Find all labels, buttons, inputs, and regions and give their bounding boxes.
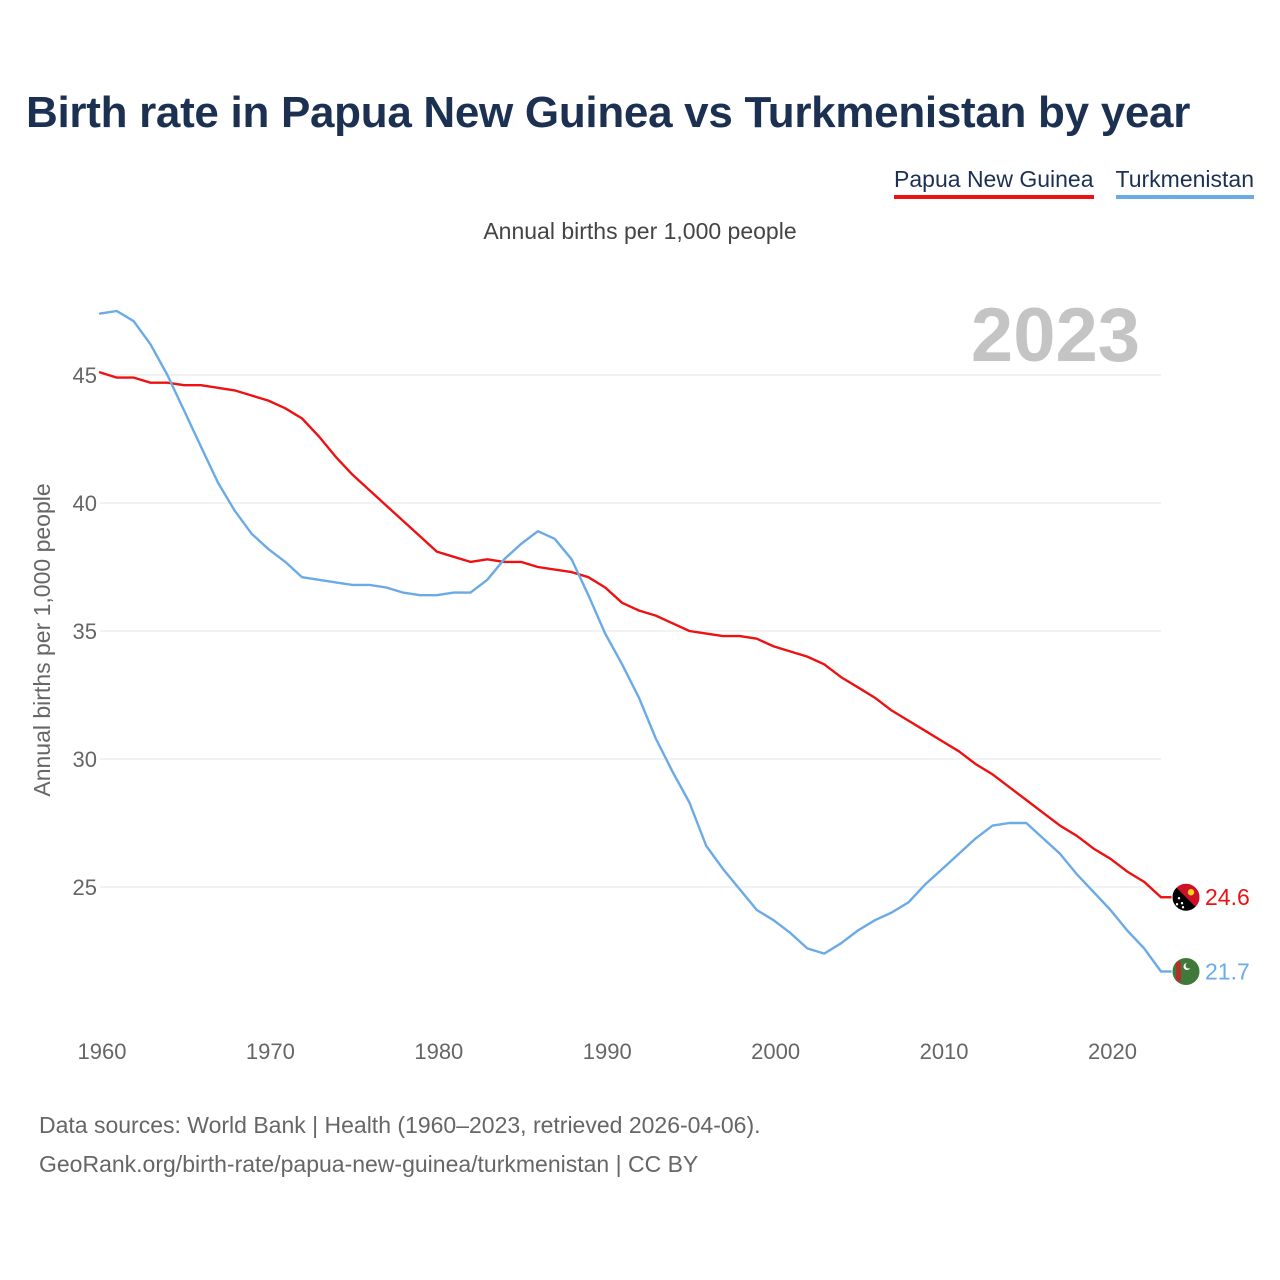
gridlines [100, 374, 1161, 888]
x-tick-label-2000: 2000 [751, 1039, 800, 1064]
x-tick-label-1990: 1990 [583, 1039, 632, 1064]
series-end-markers: 24.6 21.7 [1161, 882, 1250, 986]
end-value-label-turkmenistan: 21.7 [1205, 958, 1250, 984]
source-line-1: Data sources: World Bank | Health (1960–… [39, 1112, 761, 1138]
chart-subtitle: Annual births per 1,000 people [483, 218, 797, 244]
x-axis: 1960 1970 1980 1990 2000 2010 2020 [78, 1039, 1137, 1064]
turkmenistan-flag-icon [1171, 956, 1201, 986]
y-axis-label: Annual births per 1,000 people [29, 483, 55, 796]
y-tick-label-45: 45 [73, 363, 97, 388]
y-tick-label-30: 30 [73, 747, 97, 772]
x-tick-label-1980: 1980 [414, 1039, 463, 1064]
x-tick-label-2020: 2020 [1088, 1039, 1137, 1064]
chart-title: Birth rate in Papua New Guinea vs Turkme… [26, 88, 1191, 137]
y-axis: 25 30 35 40 45 [73, 363, 97, 900]
papua-new-guinea-flag-icon [1171, 882, 1201, 912]
end-value-label-papua-new-guinea: 24.6 [1205, 884, 1250, 910]
legend: Papua New Guinea Turkmenistan [894, 166, 1254, 199]
y-tick-label-40: 40 [73, 491, 97, 516]
x-tick-label-1960: 1960 [78, 1039, 127, 1064]
year-label: 2023 [971, 293, 1140, 378]
series-line-turkmenistan [98, 309, 1163, 973]
legend-item-turkmenistan[interactable]: Turkmenistan [1115, 166, 1254, 199]
data-source: Data sources: World Bank | Health (1960–… [39, 1106, 761, 1184]
x-tick-label-1970: 1970 [246, 1039, 295, 1064]
y-tick-label-25: 25 [73, 875, 97, 900]
source-line-2: GeoRank.org/birth-rate/papua-new-guinea/… [39, 1151, 699, 1177]
series-lines [98, 309, 1163, 973]
series-line-papua-new-guinea [98, 371, 1163, 899]
legend-item-papua-new-guinea[interactable]: Papua New Guinea [894, 166, 1094, 199]
x-tick-label-2010: 2010 [920, 1039, 969, 1064]
y-tick-label-35: 35 [73, 619, 97, 644]
